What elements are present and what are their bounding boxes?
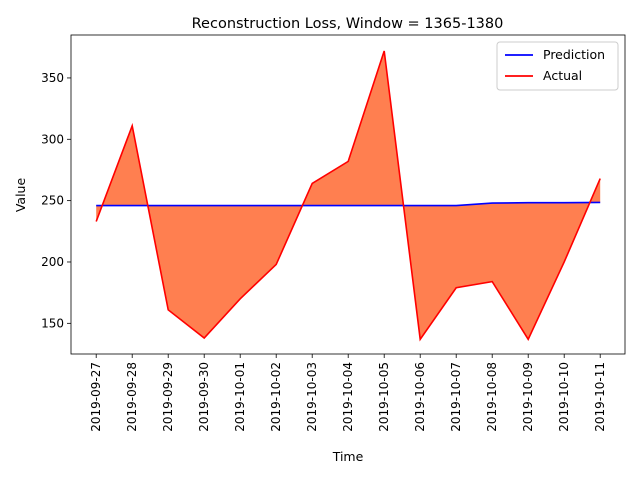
x-tick-label: 2019-10-07	[449, 362, 463, 432]
y-axis: 150 200 250 300 350	[41, 71, 71, 330]
x-tick-label: 2019-10-04	[341, 362, 355, 432]
x-tick-label: 2019-10-03	[305, 362, 319, 432]
legend-label-prediction: Prediction	[543, 47, 605, 62]
series-line-actual	[95, 50, 601, 342]
legend-box	[496, 41, 619, 91]
x-tick-label: 2019-10-01	[233, 362, 247, 432]
y-tick-label: 250	[41, 194, 64, 208]
y-tick-label: 350	[41, 71, 64, 85]
x-tick-label: 2019-10-06	[413, 362, 427, 432]
legend-label-actual: Actual	[543, 68, 582, 83]
x-tick-label: 2019-10-09	[521, 362, 535, 432]
chart-title: Reconstruction Loss, Window = 1365-1380	[192, 16, 504, 32]
legend: Prediction Actual	[496, 41, 619, 91]
loss-fill-area	[96, 50, 601, 340]
fill-between-prediction-actual	[96, 50, 601, 340]
x-tick-label: 2019-09-28	[125, 362, 139, 432]
x-tick-label: 2019-10-08	[485, 362, 499, 432]
x-axis-label: Time	[332, 449, 364, 464]
x-tick-label: 2019-09-29	[161, 362, 175, 432]
y-axis-label: Value	[13, 178, 28, 213]
series-line-prediction	[96, 201, 601, 207]
x-tick-label: 2019-10-10	[557, 362, 571, 432]
x-tick-label: 2019-09-27	[89, 362, 103, 432]
series-lines	[95, 50, 601, 342]
x-tick-label: 2019-10-11	[593, 362, 607, 432]
x-tick-label: 2019-09-30	[197, 362, 211, 432]
y-tick-label: 200	[41, 255, 64, 269]
y-tick-label: 300	[41, 132, 64, 146]
x-axis: 2019-09-27 2019-09-28 2019-09-29 2019-09-30…	[89, 354, 607, 432]
x-tick-label: 2019-10-05	[377, 362, 391, 432]
x-tick-label: 2019-10-02	[269, 362, 283, 432]
y-tick-label: 150	[41, 316, 64, 330]
